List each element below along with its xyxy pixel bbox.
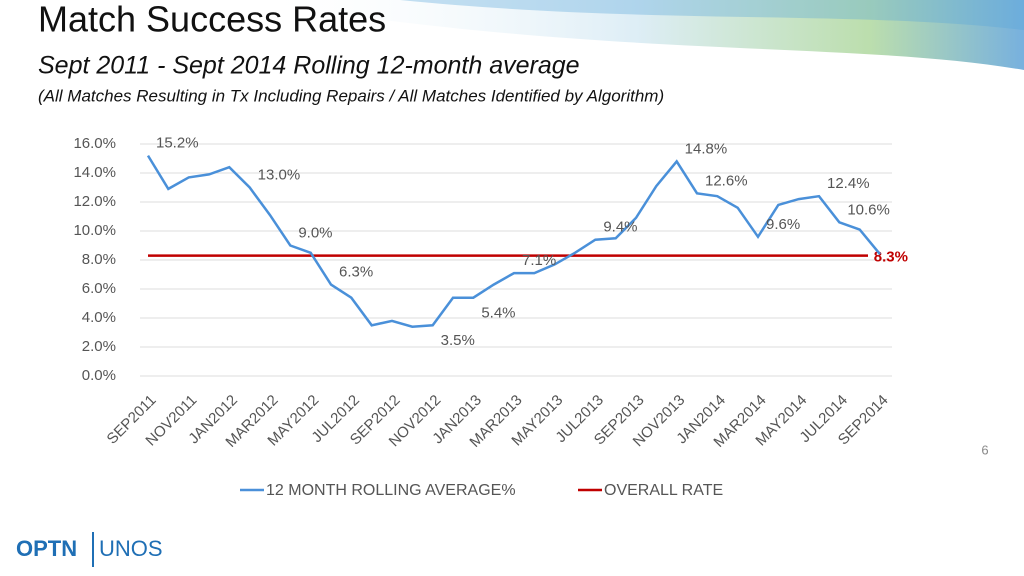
data-label: 3.5% [441,332,475,349]
y-tick-label: 10.0% [73,222,116,239]
logo-text: OPTN [16,536,77,561]
y-tick-label: 6.0% [82,280,116,297]
data-label: 6.3% [339,264,373,281]
data-label: 13.0% [258,166,301,183]
y-tick-label: 12.0% [73,193,116,210]
note: (All Matches Resulting in Tx Including R… [38,86,664,105]
data-label: 7.1% [522,252,556,269]
slide-number: 6 [981,442,988,457]
data-label: 14.8% [685,140,728,157]
data-label: 9.4% [603,219,637,236]
data-label: 10.6% [847,201,890,218]
data-line [146,154,881,328]
y-tick-label: 4.0% [82,309,116,326]
y-tick-label: 0.0% [82,367,116,384]
data-label: 12.6% [705,172,748,189]
legend-label: 12 MONTH ROLLING AVERAGE% [266,482,516,499]
data-label: 12.4% [827,175,870,192]
decor-swoosh [400,0,1024,30]
decor-swoosh [250,0,1024,70]
data-label: 9.0% [298,224,332,241]
y-tick-label: 14.0% [73,164,116,181]
subtitle: Sept 2011 - Sept 2014 Rolling 12-month a… [38,52,580,80]
y-tick-label: 2.0% [82,338,116,355]
reference-label: 8.3% [874,249,908,266]
y-tick-label: 16.0% [73,135,116,152]
data-label: 9.6% [766,216,800,233]
legend-label: OVERALL RATE [604,482,723,499]
y-tick-label: 8.0% [82,251,116,268]
data-label: 15.2% [156,135,199,152]
data-label: 5.4% [481,305,515,322]
logo-text: UNOS [99,536,163,561]
slide-title: Match Success Rates [38,0,386,40]
